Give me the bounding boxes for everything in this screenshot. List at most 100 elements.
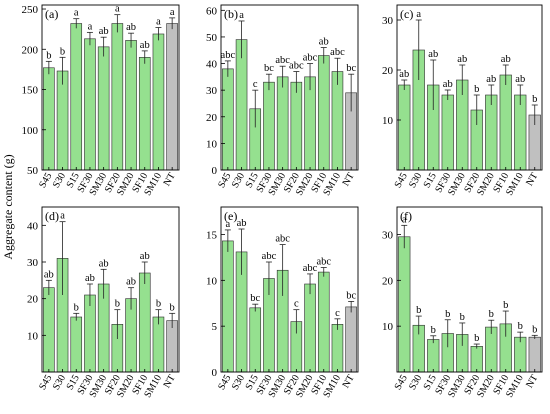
significance-letter: b — [532, 324, 537, 335]
bar — [152, 316, 165, 373]
x-tick-label: S45 — [216, 171, 233, 190]
significance-letter: a — [416, 9, 421, 20]
axes-frame — [41, 206, 180, 373]
bar — [43, 287, 55, 373]
significance-letter: c — [253, 79, 258, 90]
y-tick-label: 30 — [206, 85, 218, 97]
y-tick-label: 40 — [27, 220, 39, 232]
significance-letter: ab — [99, 258, 109, 269]
significance-letter: ab — [126, 277, 136, 288]
bar — [70, 316, 83, 373]
significance-letter: b — [431, 325, 436, 336]
axes-frame — [41, 4, 180, 171]
bar — [138, 272, 151, 373]
x-tick-label: S45 — [216, 373, 233, 392]
bar — [249, 307, 262, 373]
significance-letter: ab — [126, 22, 136, 33]
y-tick-label: 150 — [22, 85, 39, 97]
bar — [152, 33, 165, 171]
bar — [485, 94, 498, 171]
bar — [499, 74, 512, 171]
significance-letter: ab — [99, 26, 109, 37]
x-tick-label: S30 — [51, 171, 68, 190]
significance-letter: bc — [250, 293, 260, 304]
y-axis-label: Aggregate content (g) — [1, 154, 15, 259]
x-tick-label: S30 — [230, 373, 247, 392]
bar — [43, 67, 55, 171]
significance-letter: abc — [330, 47, 345, 58]
significance-letter: b — [156, 299, 161, 310]
panel-label: (a) — [45, 7, 58, 21]
bar — [222, 240, 234, 373]
y-tick-label: 10 — [206, 138, 218, 150]
significance-letter: abc — [303, 263, 318, 274]
significance-letter: b — [170, 302, 175, 313]
significance-letter: abc — [275, 55, 290, 66]
y-tick-label: 20 — [382, 65, 394, 77]
significance-letter: ab — [85, 273, 95, 284]
bar — [528, 336, 541, 373]
significance-letter: ab — [486, 74, 496, 85]
bar — [398, 84, 411, 171]
bar — [441, 94, 454, 171]
chart-panel: abaabababbabababb102030S45S30S15SF30SM30… — [382, 4, 543, 198]
axes-frame — [220, 4, 359, 171]
x-tick-label: NT — [341, 171, 357, 188]
x-tick-label: NT — [162, 373, 178, 390]
y-tick-label: 10 — [206, 275, 218, 287]
bar — [111, 23, 124, 171]
significance-letter: a — [88, 21, 93, 32]
significance-letter: abc — [275, 234, 290, 245]
bar — [331, 324, 344, 373]
significance-letter: a — [239, 10, 244, 21]
significance-letter: ab — [428, 49, 438, 60]
y-tick-label: 200 — [22, 44, 39, 56]
significance-letter: b — [416, 305, 421, 316]
bar — [166, 23, 178, 171]
bar — [222, 68, 234, 171]
axes-frame — [220, 206, 359, 373]
significance-letter: a — [60, 211, 65, 222]
significance-letter: ab — [515, 74, 525, 85]
significance-letter: b — [532, 94, 537, 105]
significance-letter: a — [402, 214, 407, 225]
significance-letter: b — [474, 84, 479, 95]
significance-letter: abc — [262, 251, 277, 262]
y-tick-label: 15 — [206, 230, 218, 242]
bar — [514, 336, 527, 373]
significance-letter: ab — [237, 218, 247, 229]
significance-letter: abc — [289, 61, 304, 72]
significance-letter: ab — [140, 251, 150, 262]
y-tick-label: 10 — [382, 321, 394, 333]
significance-letter: c — [335, 308, 340, 319]
chart-panel: b baa abaababaa50100150200250S45S30S15SF30… — [22, 4, 180, 198]
significance-letter: a — [115, 4, 120, 15]
bar — [235, 39, 248, 171]
y-tick-label: 50 — [206, 32, 218, 44]
significance-letter: abc — [221, 50, 236, 61]
bar — [427, 339, 440, 373]
significance-letter: b — [489, 309, 494, 320]
bar — [398, 236, 411, 373]
significance-letter: b — [60, 46, 65, 57]
significance-letter: ab — [140, 40, 150, 51]
y-tick-label: 0 — [212, 165, 218, 177]
y-tick-label: 250 — [22, 4, 39, 16]
x-tick-label: S45 — [37, 171, 54, 190]
significance-letter: a — [226, 219, 231, 230]
axes-frame — [396, 4, 543, 171]
y-tick-label: 10 — [27, 330, 39, 342]
bar — [70, 23, 83, 171]
x-tick-label: NT — [341, 373, 357, 390]
bar — [84, 38, 96, 171]
significance-letter: b — [74, 302, 79, 313]
significance-letter: b — [460, 312, 465, 323]
y-tick-label: 20 — [27, 294, 39, 306]
bar — [514, 94, 527, 171]
axes-frame — [396, 206, 543, 373]
significance-letter: ab — [443, 79, 453, 90]
y-tick-label: 30 — [382, 15, 394, 27]
significance-letter: a — [170, 7, 175, 18]
significance-letter: abc — [316, 257, 331, 268]
